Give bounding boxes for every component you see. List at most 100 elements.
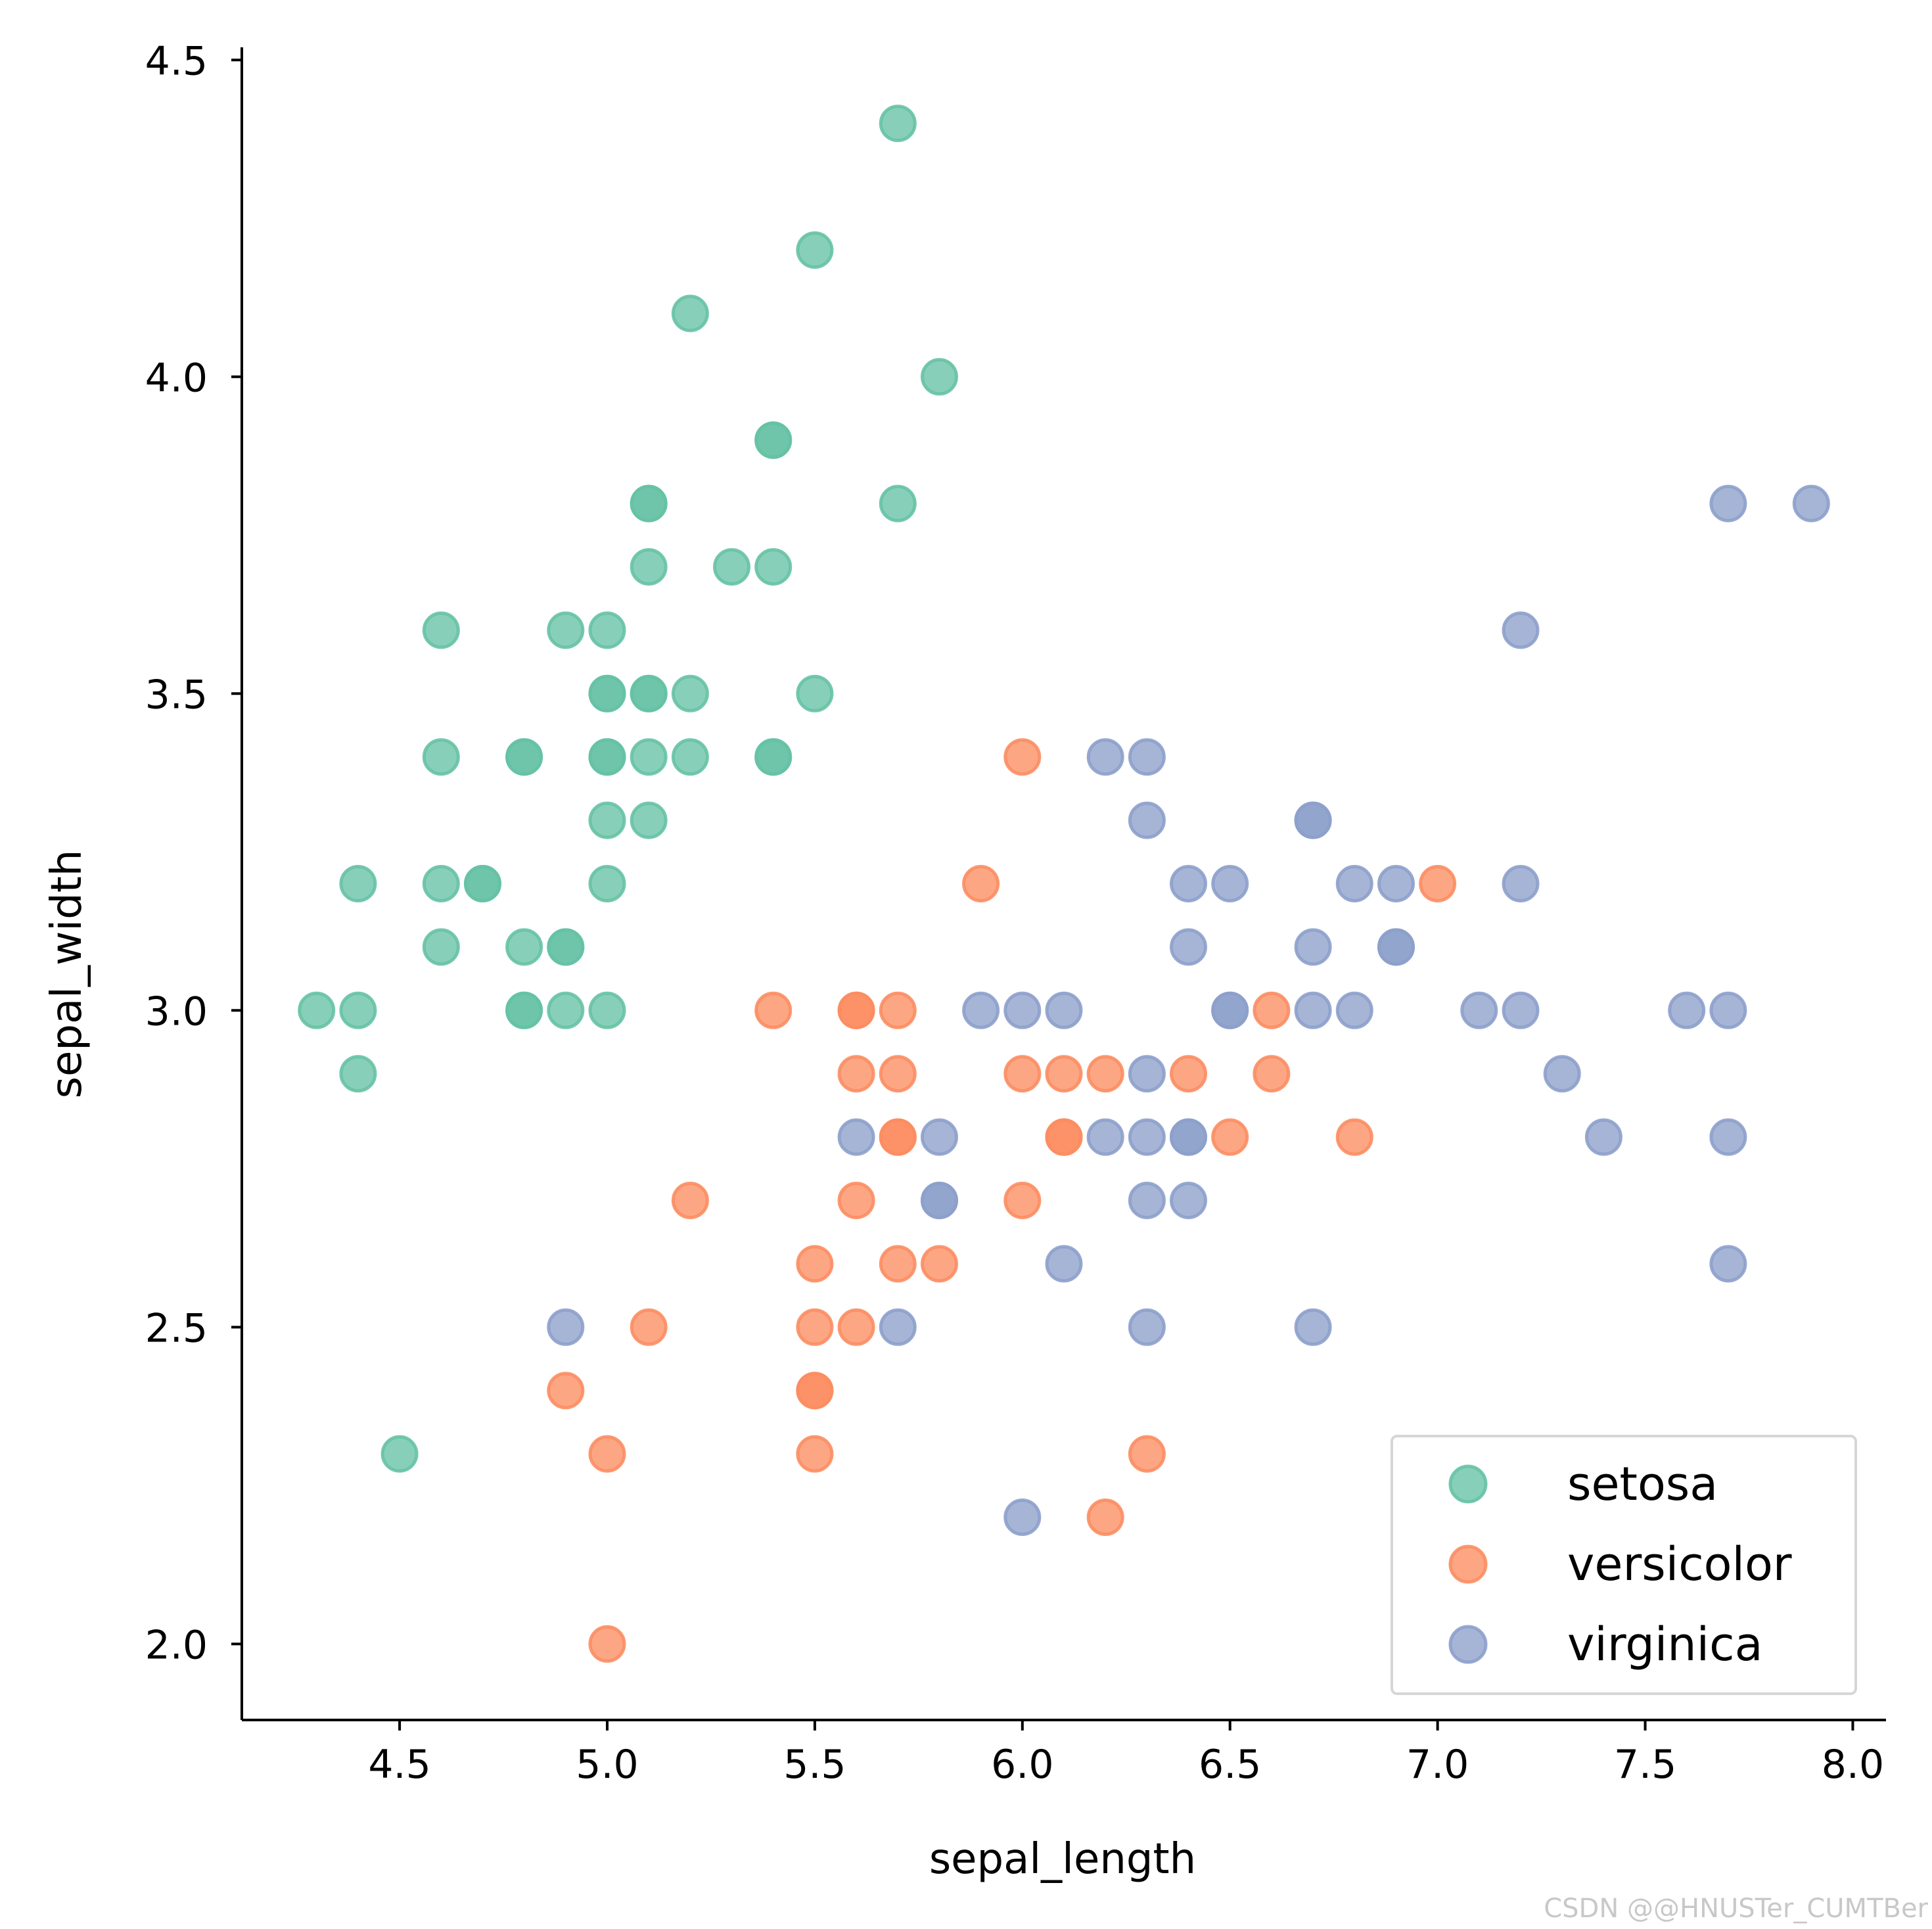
data-point-versicolor: [630, 1308, 668, 1346]
data-point-virginica: [1709, 1118, 1747, 1156]
data-point-virginica: [1003, 991, 1042, 1029]
data-point-versicolor: [1045, 1055, 1083, 1093]
data-point-setosa: [796, 674, 834, 712]
data-point-versicolor: [1128, 1435, 1166, 1473]
data-point-versicolor: [1335, 1118, 1373, 1156]
data-point-virginica: [1294, 801, 1332, 839]
legend-marker-setosa: [1448, 1464, 1488, 1504]
data-point-setosa: [630, 674, 668, 712]
data-point-setosa: [547, 991, 585, 1029]
tick-labels: 4.5 5.0 5.5 6.0 6.5 7.0 7.5 8.0 2.0 2.5 3.0 3.5 4.0 4…: [145, 38, 1885, 1788]
data-point-virginica: [1170, 928, 1207, 966]
data-point-setosa: [630, 738, 668, 776]
data-point-setosa: [505, 738, 543, 776]
data-point-setosa: [921, 358, 958, 396]
data-point-setosa: [422, 928, 460, 966]
data-point-virginica: [1170, 865, 1207, 902]
data-point-virginica: [1460, 991, 1498, 1029]
data-point-versicolor: [588, 1435, 626, 1473]
data-point-virginica: [962, 991, 1000, 1029]
data-point-virginica: [1128, 1182, 1166, 1219]
data-point-virginica: [1709, 484, 1747, 523]
y-tick-label: 3.0: [145, 988, 208, 1034]
data-point-setosa: [588, 991, 626, 1029]
data-point-virginica: [1294, 991, 1332, 1029]
data-point-virginica: [1211, 865, 1249, 902]
data-point-virginica: [1709, 1245, 1747, 1283]
data-point-setosa: [339, 991, 377, 1029]
legend-box: [1391, 1435, 1857, 1695]
data-point-virginica: [1668, 991, 1706, 1029]
data-point-virginica: [879, 1308, 917, 1346]
data-point-versicolor: [1086, 1055, 1124, 1093]
data-point-setosa: [547, 928, 585, 966]
data-point-setosa: [630, 801, 668, 839]
data-point-virginica: [1045, 991, 1083, 1029]
data-point-setosa: [796, 231, 834, 269]
legend-label-setosa: setosa: [1567, 1457, 1718, 1511]
x-tick-label: 6.5: [1199, 1742, 1261, 1788]
data-point-versicolor: [1419, 865, 1457, 902]
data-point-setosa: [422, 738, 460, 776]
data-point-versicolor: [1003, 1055, 1042, 1093]
data-point-setosa: [588, 865, 626, 902]
data-point-virginica: [921, 1182, 958, 1219]
data-point-setosa: [464, 865, 501, 902]
data-point-versicolor: [1003, 1182, 1042, 1219]
data-point-setosa: [298, 991, 336, 1029]
legend-marker-versicolor: [1448, 1545, 1488, 1584]
legend-label-versicolor: versicolor: [1567, 1537, 1792, 1591]
data-point-setosa: [588, 801, 626, 839]
data-point-virginica: [1045, 1245, 1083, 1283]
data-point-versicolor: [671, 1182, 709, 1219]
data-point-virginica: [1335, 865, 1373, 902]
y-axis-label: sepal_width: [43, 850, 91, 1099]
data-point-versicolor: [1086, 1499, 1124, 1536]
data-point-versicolor: [879, 1245, 917, 1283]
data-point-virginica: [1792, 484, 1830, 523]
data-point-virginica: [1128, 1118, 1166, 1156]
x-tick-label: 6.0: [991, 1742, 1053, 1788]
data-point-versicolor: [754, 991, 793, 1029]
data-point-setosa: [588, 674, 626, 712]
data-point-setosa: [380, 1435, 419, 1473]
data-point-virginica: [1294, 928, 1332, 966]
data-point-virginica: [1502, 865, 1540, 902]
data-point-setosa: [339, 865, 377, 902]
data-point-setosa: [879, 484, 917, 523]
data-point-virginica: [1086, 738, 1124, 776]
y-tick-label: 2.5: [145, 1305, 208, 1351]
data-point-versicolor: [879, 1055, 917, 1093]
y-tick-label: 2.0: [145, 1622, 208, 1668]
data-point-setosa: [713, 548, 750, 586]
data-point-versicolor: [1211, 1118, 1249, 1156]
x-axis-label: sepal_length: [929, 1835, 1196, 1884]
data-point-virginica: [1709, 991, 1747, 1029]
data-point-versicolor: [1253, 991, 1291, 1029]
y-tick-label: 4.0: [145, 355, 208, 401]
data-point-setosa: [505, 928, 543, 966]
axes: [241, 47, 1886, 1721]
data-point-versicolor: [796, 1372, 834, 1410]
data-point-versicolor: [879, 991, 917, 1029]
data-point-setosa: [879, 105, 917, 143]
data-point-versicolor: [879, 1118, 917, 1156]
legend-marker-virginica: [1448, 1625, 1488, 1664]
data-point-versicolor: [837, 1055, 875, 1093]
data-point-virginica: [1543, 1055, 1581, 1093]
data-point-virginica: [1170, 1118, 1207, 1156]
data-point-versicolor: [921, 1245, 958, 1283]
data-point-setosa: [754, 421, 793, 459]
data-point-versicolor: [1003, 738, 1042, 776]
data-point-virginica: [1170, 1182, 1207, 1219]
x-tick-label: 8.0: [1822, 1742, 1884, 1788]
x-tick-label: 7.5: [1614, 1742, 1676, 1788]
data-point-versicolor: [588, 1625, 626, 1663]
data-point-virginica: [1584, 1118, 1622, 1156]
data-point-versicolor: [962, 865, 1000, 902]
data-point-setosa: [754, 738, 793, 776]
data-point-setosa: [588, 611, 626, 649]
data-point-versicolor: [547, 1372, 585, 1410]
data-point-setosa: [422, 865, 460, 902]
x-tick-label: 4.5: [368, 1742, 430, 1788]
